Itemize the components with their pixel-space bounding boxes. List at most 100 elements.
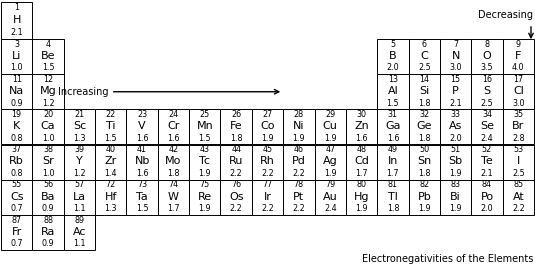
Text: 37: 37 xyxy=(12,145,22,154)
Text: Ti: Ti xyxy=(106,121,116,131)
Text: 43: 43 xyxy=(200,145,210,154)
Text: 56: 56 xyxy=(43,180,53,189)
Text: 1.7: 1.7 xyxy=(355,169,368,178)
Text: 1.6: 1.6 xyxy=(355,134,368,143)
Text: 13: 13 xyxy=(388,75,398,84)
Text: Bi: Bi xyxy=(450,192,461,202)
Bar xyxy=(283,144,315,180)
Text: 30: 30 xyxy=(356,110,366,119)
Text: 1.9: 1.9 xyxy=(449,169,462,178)
Bar xyxy=(189,109,220,144)
Text: Hg: Hg xyxy=(354,192,369,202)
Text: Cl: Cl xyxy=(513,86,524,96)
Text: Sb: Sb xyxy=(448,157,463,166)
Text: 89: 89 xyxy=(74,216,85,225)
Text: Zn: Zn xyxy=(354,121,369,131)
Text: Sc: Sc xyxy=(73,121,86,131)
Text: Pt: Pt xyxy=(293,192,304,202)
Text: 3: 3 xyxy=(14,40,19,49)
Text: 2.2: 2.2 xyxy=(261,169,274,178)
Text: 1.5: 1.5 xyxy=(42,63,55,72)
Text: S: S xyxy=(484,86,491,96)
Text: Nb: Nb xyxy=(134,157,150,166)
Bar xyxy=(315,109,346,144)
Text: 1.1: 1.1 xyxy=(73,204,86,213)
Bar xyxy=(32,74,64,109)
Text: Tc: Tc xyxy=(200,157,210,166)
Text: 1.6: 1.6 xyxy=(167,134,180,143)
Text: 2.4: 2.4 xyxy=(324,204,337,213)
Text: 1.8: 1.8 xyxy=(418,169,431,178)
Text: Ca: Ca xyxy=(41,121,55,131)
Text: 39: 39 xyxy=(74,145,85,154)
Text: 38: 38 xyxy=(43,145,53,154)
Bar xyxy=(189,180,220,215)
Text: 35: 35 xyxy=(513,110,523,119)
Text: 1.7: 1.7 xyxy=(167,204,180,213)
Bar xyxy=(32,39,64,74)
Text: 1.0: 1.0 xyxy=(42,134,54,143)
Text: Ga: Ga xyxy=(385,121,401,131)
Text: Hf: Hf xyxy=(104,192,117,202)
Bar xyxy=(440,39,471,74)
Text: Si: Si xyxy=(419,86,430,96)
Text: Rh: Rh xyxy=(260,157,275,166)
Bar xyxy=(377,74,409,109)
Text: 82: 82 xyxy=(419,180,429,189)
Text: 85: 85 xyxy=(513,180,523,189)
Text: At: At xyxy=(513,192,524,202)
Bar xyxy=(409,74,440,109)
Bar xyxy=(64,180,95,215)
Bar xyxy=(440,109,471,144)
Text: Ra: Ra xyxy=(41,227,55,237)
Text: 1.0: 1.0 xyxy=(10,63,23,72)
Text: F: F xyxy=(515,51,522,61)
Text: 33: 33 xyxy=(450,110,461,119)
Bar xyxy=(471,180,503,215)
Text: 1.4: 1.4 xyxy=(104,169,117,178)
Bar xyxy=(95,180,126,215)
Text: 47: 47 xyxy=(325,145,335,154)
Text: 1.2: 1.2 xyxy=(73,169,86,178)
Text: Sr: Sr xyxy=(42,157,54,166)
Text: 28: 28 xyxy=(294,110,304,119)
Text: Pb: Pb xyxy=(417,192,431,202)
Text: Electronegativities of the Elements: Electronegativities of the Elements xyxy=(362,254,533,264)
Bar xyxy=(1,144,32,180)
Text: 57: 57 xyxy=(74,180,85,189)
Text: 14: 14 xyxy=(419,75,429,84)
Text: 1.3: 1.3 xyxy=(104,204,117,213)
Bar xyxy=(503,109,534,144)
Text: Cs: Cs xyxy=(10,192,24,202)
Text: 2.2: 2.2 xyxy=(230,204,242,213)
Text: In: In xyxy=(388,157,398,166)
Bar xyxy=(377,109,409,144)
Text: 0.9: 0.9 xyxy=(42,239,55,248)
Bar xyxy=(95,109,126,144)
Bar xyxy=(95,144,126,180)
Text: 41: 41 xyxy=(137,145,147,154)
Bar xyxy=(126,144,158,180)
Text: 1.9: 1.9 xyxy=(198,204,211,213)
Text: 1.2: 1.2 xyxy=(42,99,55,107)
Text: As: As xyxy=(449,121,462,131)
Bar xyxy=(377,39,409,74)
Text: 2.2: 2.2 xyxy=(261,204,274,213)
Bar xyxy=(32,144,64,180)
Text: I: I xyxy=(517,157,520,166)
Text: 46: 46 xyxy=(294,145,304,154)
Text: 50: 50 xyxy=(419,145,429,154)
Bar xyxy=(158,180,189,215)
Text: Li: Li xyxy=(12,51,21,61)
Text: 12: 12 xyxy=(43,75,53,84)
Text: 80: 80 xyxy=(356,180,366,189)
Text: 1.9: 1.9 xyxy=(324,169,337,178)
Text: H: H xyxy=(12,15,21,25)
Text: Mg: Mg xyxy=(40,86,56,96)
Text: 76: 76 xyxy=(231,180,241,189)
Bar xyxy=(283,109,315,144)
Text: 72: 72 xyxy=(105,180,116,189)
Text: W: W xyxy=(168,192,179,202)
Text: 31: 31 xyxy=(388,110,398,119)
Text: 52: 52 xyxy=(482,145,492,154)
